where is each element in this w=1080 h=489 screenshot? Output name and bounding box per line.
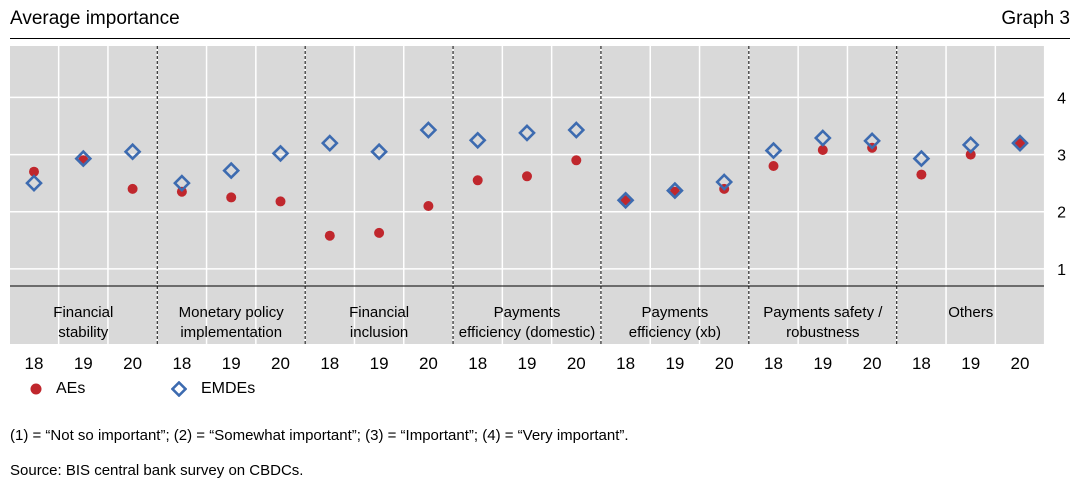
category-label: efficiency (domestic) [459,324,595,341]
header-rule [10,38,1070,39]
ae-point [965,149,976,160]
ae-point [324,230,335,241]
ae-point [226,192,237,203]
chart-title: Average importance [10,8,180,29]
y-tick-label: 4 [1057,90,1066,107]
legend-item-aes: AEs [30,380,85,398]
ae-point [127,183,138,194]
year-tick-label: 18 [764,354,783,373]
y-tick-label: 2 [1057,205,1066,222]
emde-point [764,141,783,160]
emde-point [222,161,241,180]
year-tick-label: 19 [74,354,93,373]
emde-point [863,132,881,150]
emde-point [715,173,734,191]
year-tick-label: 19 [518,354,537,373]
ae-point [1015,138,1025,149]
year-tick-label: 19 [370,354,389,373]
year-tick-label: 20 [271,354,290,373]
category-label: Financial [349,304,409,321]
category-label: efficiency (xb) [629,324,721,341]
ae-point [374,227,385,238]
ae-point [29,166,39,177]
category-label: Payments [494,304,561,321]
legend-item-emdes: EMDEs [171,380,255,398]
year-tick-label: 20 [567,354,586,373]
emde-point [666,181,684,200]
emde-point [25,174,43,192]
year-tick-label: 20 [123,354,142,373]
category-label: implementation [180,324,282,341]
ae-point [275,196,286,207]
year-tick-label: 19 [222,354,241,373]
legend-diamond-icon [171,381,187,397]
year-tick-label: 19 [665,354,684,373]
year-tick-label: 20 [419,354,438,373]
year-tick-label: 18 [616,354,635,373]
year-tick-label: 18 [912,354,931,373]
ae-point [423,201,434,211]
year-tick-label: 20 [1011,354,1030,373]
ae-point [571,155,582,166]
ae-point [620,195,631,206]
emde-point [912,149,931,168]
year-tick-label: 19 [961,354,980,373]
footnote: (1) = “Not so important”; (2) = “Somewha… [10,427,629,444]
category-label: Payments [642,304,709,321]
category-label: Payments safety / [763,304,883,321]
emde-point [74,149,93,168]
category-label: inclusion [350,324,408,341]
emde-point [173,174,191,192]
y-tick-label: 1 [1057,262,1066,279]
year-tick-label: 18 [172,354,191,373]
ae-point [768,161,779,171]
category-label: Financial [53,304,113,321]
ae-point [817,145,828,155]
ae-point [472,175,483,186]
emde-point [518,124,536,142]
year-tick-label: 20 [863,354,882,373]
emde-point [961,136,980,154]
year-tick-label: 20 [715,354,734,373]
emde-point [370,142,388,161]
emde-point [123,142,142,161]
emde-point [567,121,586,139]
source-note: Source: BIS central bank survey on CBDCs… [10,462,304,479]
emde-point [813,129,832,147]
legend-circle-icon [30,383,42,395]
emde-point [1011,134,1029,152]
category-label: stability [58,324,109,341]
year-tick-label: 18 [320,354,339,373]
y-tick-label: 3 [1057,148,1066,165]
year-tick-label: 19 [813,354,832,373]
graph-number: Graph 3 [1001,8,1070,29]
category-label: Others [948,304,993,321]
category-label: Monetary policy [179,304,285,321]
scatter-chart: Financial stability 18 19 20 Monetary policy i… [10,46,1066,373]
year-tick-label: 18 [468,354,487,373]
emde-point [419,121,438,139]
year-tick-label: 18 [25,354,44,373]
emde-point [616,191,635,210]
category-label: robustness [786,324,859,341]
legend-label-emdes: EMDEs [201,380,256,397]
emde-point [468,131,487,150]
ae-point [522,171,532,182]
legend-label-aes: AEs [56,380,86,397]
emde-point [320,134,339,152]
ae-point [916,169,927,180]
plot-background [10,46,1044,344]
emde-point [271,144,290,163]
